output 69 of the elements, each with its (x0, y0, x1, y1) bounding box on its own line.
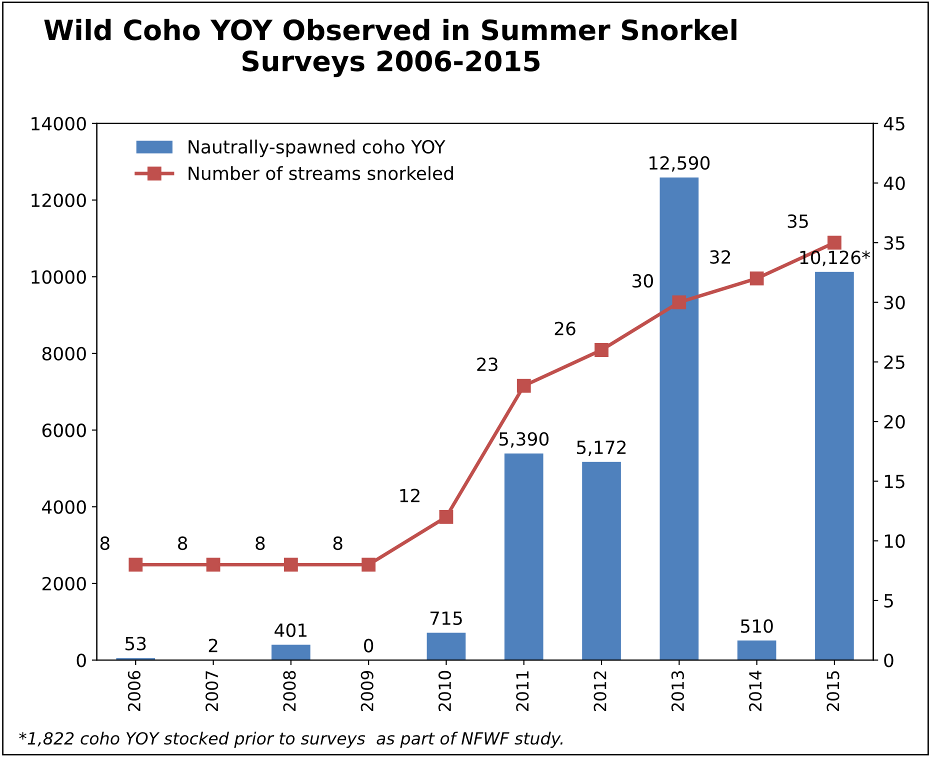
point (594, 343, 608, 357)
legend-label: Nautrally-spawned coho YOY (188, 140, 446, 158)
data-label: 26 (554, 322, 576, 336)
y2-tick-label: 20 (884, 415, 905, 429)
y2-tick-label: 15 (884, 474, 904, 488)
legend-label: Number of streams snorkeled (188, 166, 453, 180)
y2-tick-label: 30 (884, 296, 905, 310)
x-tick-label: 2007 (206, 671, 218, 712)
data-label: 35 (788, 214, 808, 228)
point (750, 271, 764, 286)
data-label: 8 (100, 536, 110, 550)
point (284, 558, 298, 572)
y2-tick-label: 0 (884, 654, 894, 668)
data-label: 0 (364, 638, 374, 652)
bar (737, 640, 776, 660)
data-label: 53 (126, 636, 146, 650)
data-label: 10,126* (800, 250, 870, 266)
x-tick-label: 2010 (438, 670, 452, 712)
data-label: 715 (430, 612, 462, 626)
y2-tick-label: 40 (884, 176, 905, 190)
y-tick-label: 6000 (42, 424, 86, 438)
x-tick-label: 2015 (826, 671, 840, 712)
data-label: 8 (256, 536, 265, 550)
point (206, 558, 220, 572)
x-tick-label: 2014 (749, 670, 762, 712)
y-tick-label: 0 (76, 654, 86, 668)
point (672, 295, 686, 310)
bar (504, 453, 544, 660)
bar (582, 462, 621, 660)
y2-tick-label: 25 (884, 355, 904, 370)
chart-title: Wild Coho YOY Observed in Summer Snorkel Surveys 2006-2015 (44, 18, 736, 78)
x-tick-label: 2011 (516, 671, 529, 712)
data-label: 30 (632, 274, 653, 288)
y-tick-label: 12000 (32, 194, 86, 208)
point (439, 510, 454, 524)
data-label: 5,390 (499, 432, 549, 448)
y2-tick-label: 35 (884, 236, 904, 250)
bar (815, 272, 854, 660)
y-tick-label: 2000 (42, 576, 86, 591)
data-label: 8 (333, 536, 342, 550)
data-label: 12,590 (650, 156, 710, 172)
data-label: 510 (740, 619, 773, 633)
point (516, 378, 531, 393)
x-tick-label: 2009 (360, 671, 374, 712)
x-tick-label: 2012 (594, 671, 606, 712)
x-tick-label: 2006 (128, 670, 140, 712)
point (362, 558, 376, 572)
y2-tick-label: 45 (884, 117, 904, 131)
x-tick-label: 2008 (283, 670, 296, 712)
y-tick-label: 8000 (42, 346, 86, 361)
data-label: 401 (274, 623, 306, 638)
data-label: 23 (477, 358, 498, 372)
y-tick-label: 4000 (42, 500, 86, 514)
y2-tick-label: 5 (884, 594, 893, 608)
data-label: 2 (208, 638, 218, 652)
bar (272, 644, 310, 660)
point (828, 236, 842, 250)
data-label: 8 (178, 536, 188, 550)
point (128, 558, 143, 572)
y-tick-label: 10000 (32, 270, 86, 284)
y2-tick-label: 10 (884, 534, 905, 548)
text: *1,822 coho YOY stocked prior to surveys as part of NFWF study. (19, 732, 562, 748)
x-tick-label: 2013 (671, 671, 684, 712)
bar (660, 177, 699, 660)
data-label: 12 (400, 488, 420, 502)
y-tick-label: 14000 (32, 116, 86, 131)
data-label: 5,172 (577, 440, 626, 456)
bar (426, 632, 466, 660)
data-label: 32 (710, 250, 730, 264)
